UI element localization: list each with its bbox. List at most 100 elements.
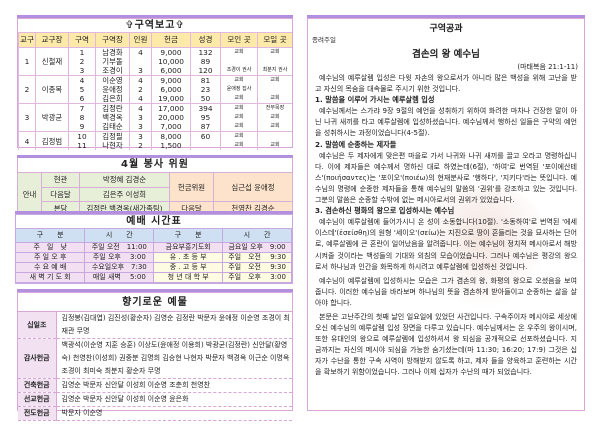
offering-type: 선교헌금 <box>18 392 57 407</box>
member-count: 3 <box>129 65 152 76</box>
table-row: 4 김정범 10 김정필 3 8,000 60 교회 <box>18 131 292 151</box>
column-header: 구역 <box>68 33 96 48</box>
service-title: 4월 봉사 위원 <box>121 159 189 170</box>
district-leader: 김은희 <box>95 93 130 104</box>
point-heading: 1. 말씀을 이루어 가시는 예루살렘 입성 <box>315 95 435 105</box>
offering-type: 십일조 <box>18 312 57 339</box>
offering-amount: 1,500 <box>151 141 191 151</box>
service-names: 김은주 이성희 <box>79 186 170 202</box>
parish-leader: 박광균 <box>35 102 69 132</box>
next-meeting-place: 교회 <box>257 122 292 132</box>
donor-names: 김정봉(김대엽) 김진성(황순자) 김영순 김정란 박문자 윤애정 이순영 조경… <box>56 312 292 339</box>
service-name: 중 . 고 등 부 <box>153 262 224 273</box>
district-number: 9 <box>68 122 96 132</box>
column-header: 교구장 <box>35 33 69 48</box>
member-count: 3 <box>129 131 152 142</box>
offering-amount: 6,000 <box>151 65 191 76</box>
offering-amount: 7,000 <box>151 122 191 132</box>
district-number: 10 <box>68 131 96 142</box>
member-count: 2 <box>129 141 152 151</box>
next-meeting-place: 교회 <box>257 46 292 57</box>
meeting-place: 교회 <box>220 122 258 132</box>
next-meeting-place: 교회 <box>257 93 292 104</box>
paragraph: 예수님이 예루살렘에 입성하시는 모습은 그가 겸손의 왕, 화평의 왕으로 오… <box>315 275 577 307</box>
district-leader: 이순영 <box>95 74 130 85</box>
lesson: 구역공과 종려주일 겸손의 왕 예수님 (마태복음 21:1-11) 예수님의 … <box>307 18 585 411</box>
offering-committee-names: 심근섭 윤애정 <box>213 172 293 202</box>
district-leader: 나현자 <box>95 141 130 151</box>
section-bar <box>15 211 293 214</box>
district-leader: 김정란 <box>95 102 130 113</box>
district-number: 6 <box>68 93 96 104</box>
table-row: 2 기부돌 10,000 89 <box>19 56 292 66</box>
member-count: 3 <box>129 122 152 132</box>
bible-reading: 23 <box>190 84 221 94</box>
member-count: 2 <box>129 84 152 94</box>
service-time: 주일 오전 9:30 <box>222 252 292 263</box>
table-row: 6 김은희 4 19,000 50 교회 교회 <box>19 93 292 104</box>
table-row: 5 윤애정 2 6,000 23 윤애정 집사 <box>19 84 292 94</box>
district-leader: 김태순 <box>95 122 130 132</box>
paragraph: 본문은 고난주간의 첫째 날인 일요일에 있었던 사건입니다. 구속주이자 메시… <box>315 311 577 377</box>
bible-reading: 132 <box>190 46 221 57</box>
offering-amount: 6,000 <box>151 84 191 94</box>
district-number: 2 <box>68 56 96 66</box>
column-header: 헌금 <box>151 33 191 48</box>
table-row: 주 일 오 후 주일 오후 3:00 유 . 초 등 부 주일 오전 9:30 <box>16 252 292 263</box>
offering-table: 십일조 김정봉(김대엽) 김진성(황순자) 김영순 김정란 박문자 윤애정 이순영… <box>18 312 292 421</box>
service-name: 수 요 예 배 <box>16 262 86 273</box>
next-meeting-place: 교회 <box>257 141 292 151</box>
column-header: 모인 곳 <box>220 33 258 48</box>
district-report: ✞구역보고✞ 교구 교구장 구역 구역장 인원 헌금 성경 모인 곳 모일 곳 1 신철재 1 남경화 4… <box>17 18 293 151</box>
district-leader: 기부돌 <box>95 56 130 66</box>
district-leader: 조경이 <box>95 65 130 76</box>
parish-number: 4 <box>18 131 36 151</box>
scripture-reference: (마태복음 21:1-11) <box>517 63 578 71</box>
service-name: 주 일 낮 <box>16 242 86 253</box>
bible-reading: 95 <box>190 112 221 123</box>
meeting-place: 교회 <box>220 112 258 123</box>
offering-type: 건축헌금 <box>18 378 57 393</box>
service-time: 수요일오후 7:30 <box>84 262 155 273</box>
table-row: 주 일 낮 주일 오전 11:00 금요부흥기도회 금요일 오후 9:00 <box>16 242 292 253</box>
meeting-place: 교회 <box>220 46 258 57</box>
guide-label: 안내 <box>17 172 42 217</box>
offering-amount: 8,000 <box>151 131 191 142</box>
offering-amount: 17,000 <box>151 102 191 113</box>
column-header: 인원 <box>129 33 152 48</box>
column-header: 시 간 <box>84 229 155 243</box>
member-count: 4 <box>129 93 152 104</box>
service-time: 주일 오전 11:00 <box>84 242 155 253</box>
bible-reading <box>190 141 221 151</box>
service-time: 매일 새벽 5:00 <box>84 272 155 283</box>
table-row: 3 조경이 3 6,000 120 조경이 권사 최분지 권사 <box>19 65 292 76</box>
table-row: 11 나현자 2 1,500 교회 교회 <box>19 141 292 151</box>
offering-type: 감사헌금 <box>18 338 57 379</box>
next-meeting-place: 교회 <box>257 112 292 123</box>
lesson-body: 예수님의 예루살렘 입성은 다윗 자손의 왕으로서가 아니라 많은 백성을 위해… <box>308 72 584 378</box>
table-row: 선교헌금 김영순 박문자 신안달 이성희 이순영 윤은화 <box>18 392 292 407</box>
service-table-wrap: 안내 현관 박정혜 김경순 헌금위원 심근섭 윤애정 다음달 김은주 이성희 본당 김정란 … <box>17 172 293 217</box>
service-name: 새 벽 기 도 회 <box>16 272 86 283</box>
table-row: 감사헌금 백광석(이순영 지훈 승훈) 이상도(윤애정 이용희) 박광균(김정란)… <box>18 338 292 379</box>
paragraph: 예수님은 두 제자에게 맞은편 마을로 가서 나귀와 나귀 새끼를 끌고 오라고… <box>315 150 577 205</box>
member-count: 3 <box>129 112 152 123</box>
section-bar <box>17 15 293 18</box>
donor-names: 백광석(이순영 지훈 승훈) 이상도(윤애정 이용희) 박광균(김정란) 신안달… <box>56 338 292 379</box>
column-header: 구 분 <box>153 229 224 243</box>
service-time: 주일 오후 3:00 <box>222 272 292 283</box>
table-row: 9 김태순 3 7,000 87 교회 교회 <box>19 122 292 132</box>
meeting-place: 교회 <box>220 93 258 104</box>
intro-paragraph: 예수님의 예루살렘 입성은 다윗 자손의 왕으로서가 아니라 많은 백성을 위해… <box>315 73 577 94</box>
service-place: 현관 <box>41 172 80 188</box>
meeting-place: 교회 <box>220 141 258 151</box>
service-name: 주 일 오 후 <box>16 252 86 263</box>
next-meeting-place <box>257 131 292 142</box>
section-bar <box>307 15 585 18</box>
next-meeting-place: 교회 <box>257 74 292 85</box>
parish-number: 1 <box>18 46 36 76</box>
table-row: 십일조 김정봉(김대엽) 김진성(황순자) 김영순 김정란 박문자 윤애정 이순영… <box>18 312 292 339</box>
service-names: 박정혜 김경순 <box>79 172 170 188</box>
parish-leader: 김정범 <box>35 131 69 151</box>
